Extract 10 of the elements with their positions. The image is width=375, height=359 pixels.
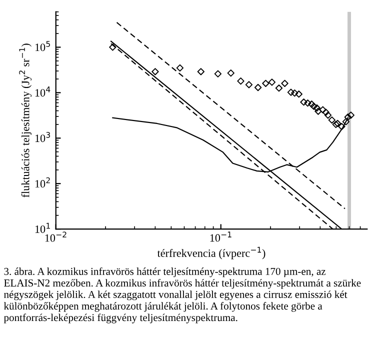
x-axis-title: térfrekvencia (ívperc$^{−1}$) <box>157 246 266 260</box>
x-tick-label: 10$^{−1}$ <box>210 232 232 242</box>
y-tick-label: 10$^{5}$ <box>35 41 50 52</box>
y-tick-label: 10$^{4}$ <box>35 86 50 97</box>
y-tick-label: 10$^{1}$ <box>35 222 50 233</box>
y-tick-label: 10$^{3}$ <box>35 132 50 142</box>
text: 3. ábra. A kozmikus infravörös háttér teljesítmény-spektruma 170 µm-en, az ELAIS-N2 mezőben. A kozmikus infravörös háttér teljesítmény-spektrumát a szürke négyszögek jelölik. A két szaggatott vonallal jelölt egyenes a cirrusz emisszió két különbözőképpen meghatározott járulékát jelöli. A folytonos fekete görbe a pontforrás-leképezési függvény teljesítményspektruma. <box>4 267 361 324</box>
x-tick-label: 10$^{−2}$ <box>45 232 66 242</box>
y-tick-label: 10$^{2}$ <box>35 177 50 188</box>
y-axis-title: fluktuációs teljesítmény (Jy$^{2}$ sr$^{−1}$) <box>19 44 32 198</box>
